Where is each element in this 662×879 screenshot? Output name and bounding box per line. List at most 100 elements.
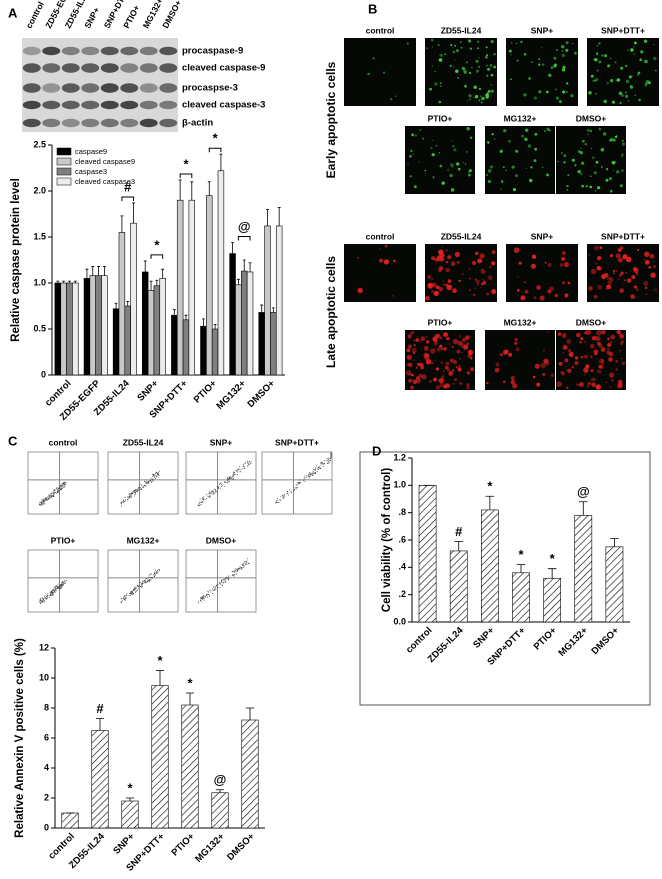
event <box>151 478 153 480</box>
cell <box>413 359 415 361</box>
event <box>62 584 64 586</box>
event <box>227 579 229 580</box>
error-bar <box>454 540 463 551</box>
event <box>244 463 246 464</box>
cell <box>644 260 650 265</box>
cell <box>563 154 567 158</box>
cell <box>625 272 627 274</box>
error-bar <box>56 280 60 283</box>
event <box>224 581 226 583</box>
cell <box>495 362 500 367</box>
blot-band <box>81 83 100 93</box>
cell <box>465 335 470 340</box>
cell <box>602 132 607 136</box>
event <box>199 599 201 601</box>
error-bar <box>231 242 235 254</box>
x-tick-label: DMSO+ <box>245 378 277 410</box>
event <box>58 490 60 492</box>
x-tick-label: DMSO+ <box>589 625 621 657</box>
event <box>228 476 230 478</box>
cell <box>438 377 444 384</box>
error-bar <box>219 153 223 171</box>
event <box>207 495 209 497</box>
event <box>128 593 130 595</box>
cell <box>655 69 657 72</box>
y-tick-label: 1.5 <box>33 231 46 241</box>
significance-mark: * <box>183 156 189 171</box>
cell <box>409 155 412 158</box>
event <box>207 596 208 598</box>
event <box>157 569 159 571</box>
error-bar <box>68 280 71 283</box>
event <box>308 472 310 474</box>
cell <box>468 39 472 43</box>
cell <box>527 144 532 148</box>
cell <box>487 67 491 71</box>
event <box>239 468 241 470</box>
cell <box>634 94 637 96</box>
event <box>310 473 312 474</box>
cell <box>614 135 618 139</box>
event <box>57 488 59 489</box>
cell <box>419 129 422 131</box>
cell <box>596 330 602 336</box>
significance-bracket <box>179 173 193 178</box>
event <box>45 499 47 501</box>
event <box>313 473 315 475</box>
blot-band <box>120 63 139 73</box>
cell <box>559 263 564 267</box>
event <box>202 502 204 504</box>
event <box>126 593 128 595</box>
event <box>210 591 212 593</box>
event <box>150 479 152 481</box>
cell <box>547 331 550 333</box>
cell <box>617 382 623 389</box>
bar <box>275 225 283 376</box>
event <box>40 603 42 605</box>
cell <box>434 336 436 338</box>
cell <box>610 334 616 340</box>
event <box>40 501 42 503</box>
cell <box>477 40 480 43</box>
event <box>53 589 55 591</box>
bar <box>121 800 139 829</box>
event <box>152 478 154 480</box>
blot-band <box>81 118 100 128</box>
event <box>297 482 299 484</box>
event <box>291 492 292 494</box>
event <box>317 467 319 468</box>
cell <box>438 100 442 104</box>
event <box>242 564 244 566</box>
cell <box>550 66 554 69</box>
blot-band <box>100 46 119 56</box>
cell <box>610 189 613 193</box>
cell <box>413 343 416 347</box>
blot-band <box>120 46 139 56</box>
bar <box>61 812 79 829</box>
cell <box>630 85 632 87</box>
cell <box>639 58 642 61</box>
x-tick-label: SNP+ <box>471 625 497 651</box>
event <box>234 473 236 475</box>
bar <box>91 730 109 829</box>
event <box>210 492 211 494</box>
event <box>221 486 223 488</box>
cell <box>596 265 601 271</box>
cell <box>616 78 621 82</box>
cell <box>476 283 479 286</box>
error-bar <box>91 266 95 276</box>
cell <box>567 368 572 374</box>
cell <box>609 254 614 258</box>
cell <box>499 149 503 153</box>
cell <box>383 259 389 265</box>
cell <box>494 367 500 373</box>
event <box>135 493 136 495</box>
cell <box>630 48 634 52</box>
event <box>227 578 229 580</box>
event <box>232 474 234 476</box>
cell <box>407 334 412 339</box>
event <box>144 581 146 583</box>
event <box>151 481 152 483</box>
event <box>227 481 229 483</box>
event <box>130 493 132 495</box>
